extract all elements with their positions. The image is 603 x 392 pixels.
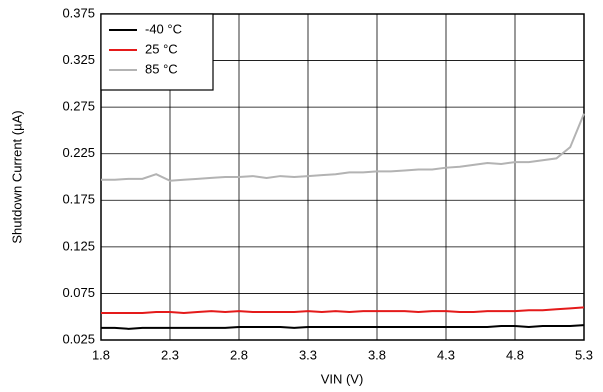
y-tick-label: 0.325 bbox=[62, 52, 95, 67]
x-tick-label: 3.3 bbox=[299, 347, 317, 362]
x-tick-label: 4.8 bbox=[506, 347, 524, 362]
x-tick-label: 4.3 bbox=[437, 347, 455, 362]
legend-label: 85 °C bbox=[145, 61, 178, 76]
plot-frame bbox=[100, 13, 585, 341]
y-tick-label: 0.375 bbox=[62, 5, 95, 20]
legend-box bbox=[100, 13, 214, 91]
legend-label: 25 °C bbox=[145, 41, 178, 56]
x-tick-label: 2.8 bbox=[230, 347, 248, 362]
y-tick-label: 0.275 bbox=[62, 99, 95, 114]
series-line bbox=[101, 306, 585, 314]
y-axis-label: Shutdown Current (µA) bbox=[9, 110, 24, 243]
series-line bbox=[101, 113, 585, 182]
x-tick-label: 3.8 bbox=[368, 347, 386, 362]
x-tick-label: 5.3 bbox=[575, 347, 593, 362]
x-tick-label: 1.8 bbox=[92, 347, 110, 362]
y-tick-label: 0.225 bbox=[62, 145, 95, 160]
series-line bbox=[101, 324, 585, 330]
y-tick-label: 0.175 bbox=[62, 192, 95, 207]
x-axis-label: VIN (V) bbox=[321, 371, 364, 386]
y-tick-label: 0.025 bbox=[62, 331, 95, 346]
y-tick-label: 0.075 bbox=[62, 285, 95, 300]
x-tick-label: 2.3 bbox=[161, 347, 179, 362]
y-tick-label: 0.125 bbox=[62, 238, 95, 253]
legend-label: -40 °C bbox=[145, 21, 182, 36]
